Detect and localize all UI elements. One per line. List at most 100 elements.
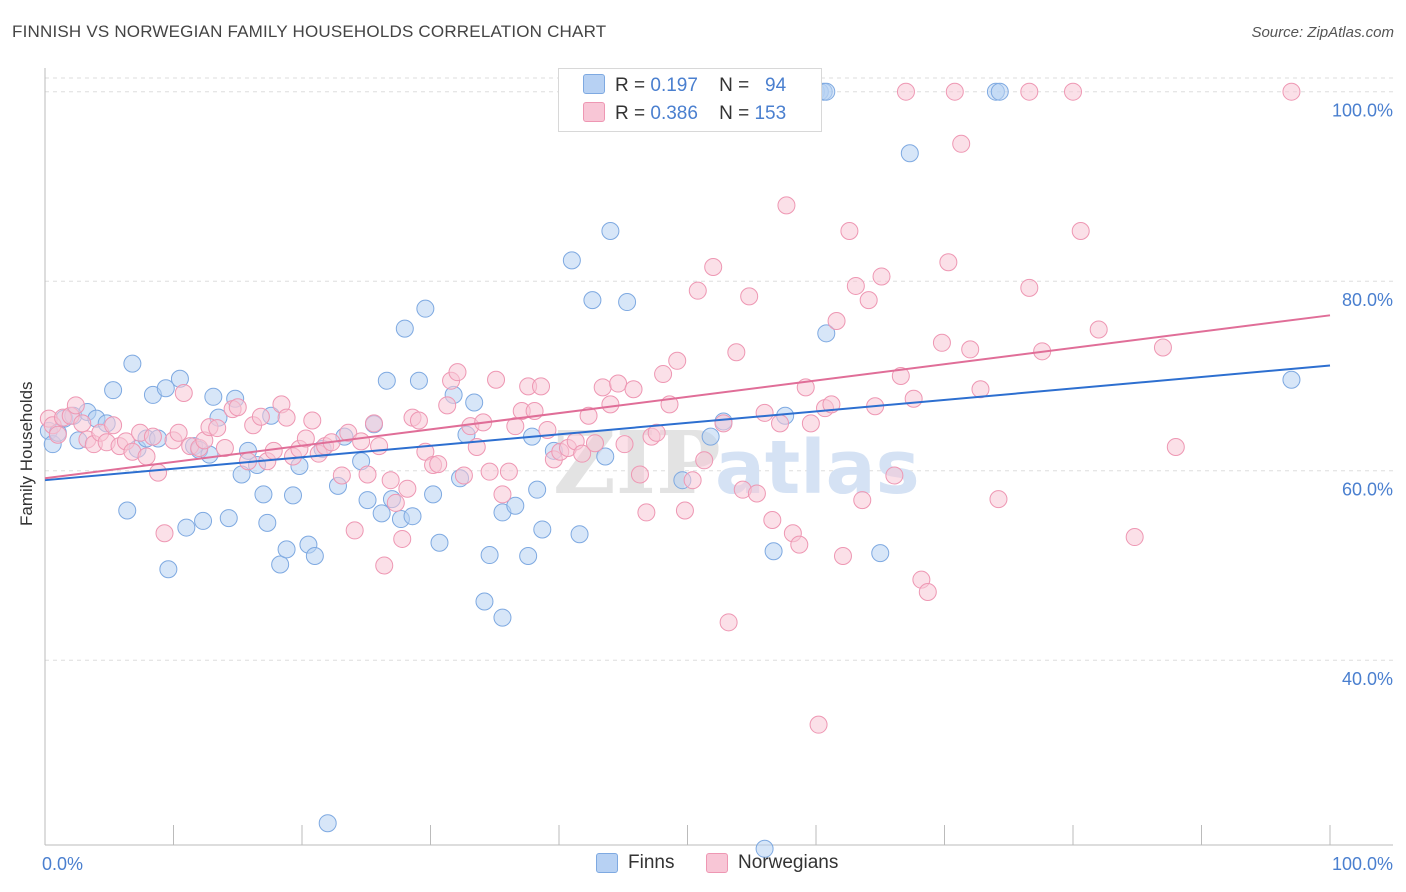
finns-point — [1282, 370, 1301, 389]
norwegians-point — [137, 447, 156, 466]
norwegians-point — [386, 493, 405, 512]
y-tick-label: 40.0% — [1342, 669, 1393, 689]
norwegians-point — [499, 462, 518, 481]
finns-point — [900, 144, 919, 163]
norwegians-point — [1166, 438, 1185, 457]
finns-point — [403, 507, 422, 526]
finns-n-label: N = — [719, 75, 750, 96]
norwegians-points — [39, 82, 1301, 734]
y-tick-label: 80.0% — [1342, 290, 1393, 310]
norwegians-point — [393, 529, 412, 548]
norwegians-point — [480, 462, 499, 481]
finns-point — [601, 221, 620, 240]
norwegians-point — [358, 465, 377, 484]
finns-point — [570, 525, 589, 544]
watermark-zip: ZIP — [553, 413, 721, 514]
finns-point — [583, 291, 602, 310]
norwegians-point — [952, 134, 971, 153]
legend-row-finns: R = 0.197 N = 94 — [583, 74, 786, 98]
norwegians-point — [777, 196, 796, 215]
norwegians-point — [989, 490, 1008, 509]
norwegians-point — [755, 403, 774, 422]
finns-r-value: 0.197 — [650, 75, 698, 96]
finns-point — [562, 251, 581, 270]
norwegians-point — [1064, 82, 1082, 101]
finns-point — [372, 504, 391, 523]
norwegians-point — [277, 408, 296, 427]
norwegians-point — [438, 396, 457, 415]
norwegians-point — [1020, 278, 1039, 297]
norwegians-point — [228, 398, 247, 417]
norwegians-point — [409, 411, 428, 430]
norwegians-point — [647, 423, 666, 442]
norwegians-point — [809, 715, 828, 734]
finns-swatch — [583, 74, 605, 94]
finns-point — [254, 485, 273, 504]
finns-point — [817, 324, 836, 343]
norwegians-point — [833, 546, 852, 565]
finns-point — [194, 511, 213, 530]
norwegians-point — [339, 423, 358, 442]
norwegians-point — [1125, 528, 1144, 547]
norwegians-point — [296, 429, 315, 448]
norwegians-point — [891, 366, 910, 385]
finns-legend-swatch — [596, 853, 618, 873]
norwegians-point — [840, 221, 859, 240]
finns-point — [258, 513, 277, 532]
norwegians-point — [801, 414, 820, 433]
finns-point — [493, 608, 512, 627]
norwegians-point — [251, 407, 270, 426]
source-label: Source: ZipAtlas.com — [1251, 24, 1394, 41]
norwegians-point — [579, 406, 598, 425]
norwegians-point — [932, 333, 951, 352]
bottom-legend-finns: Finns — [596, 852, 674, 874]
norwegians-point — [853, 491, 872, 510]
norwegians-point — [493, 485, 512, 504]
norwegians-point — [683, 471, 702, 490]
finns-point — [377, 371, 396, 390]
norwegians-point — [66, 396, 85, 415]
finns-point — [528, 480, 547, 499]
norwegians-point — [143, 427, 162, 446]
y-tick-label: 100.0% — [1332, 101, 1393, 121]
norwegians-point — [885, 466, 904, 485]
finns-point — [177, 518, 196, 537]
norwegians-point — [668, 351, 687, 370]
norwegians-point — [961, 340, 980, 359]
finns-point — [271, 555, 290, 574]
finns-legend-label: Finns — [628, 852, 675, 873]
finns-point — [204, 387, 223, 406]
finns-point — [506, 496, 525, 515]
x-tick-label-end: 100.0% — [1332, 854, 1393, 874]
norwegians-point — [747, 484, 766, 503]
norwegians-point — [73, 414, 92, 433]
norwegians-point — [345, 521, 364, 540]
trend-lines — [44, 314, 1331, 482]
norwegians-point — [727, 343, 746, 362]
norwegians-point — [532, 377, 551, 396]
finns-point — [871, 544, 890, 563]
finns-point — [430, 533, 449, 552]
axes — [44, 68, 1393, 846]
norwegians-point — [872, 267, 891, 286]
finns-point — [159, 560, 178, 579]
tick-labels: 40.0% 60.0% 80.0% 100.0% 0.0% 100.0% — [42, 101, 1393, 874]
norwegians-point — [637, 503, 656, 522]
finns-point — [318, 814, 337, 833]
norwegians-point — [601, 395, 620, 414]
norwegians-point — [573, 444, 592, 463]
finns-point — [123, 354, 142, 373]
norwegians-point — [1020, 82, 1039, 101]
watermark: ZIP atlas — [553, 413, 920, 514]
finns-point — [755, 839, 774, 858]
norwegians-point — [859, 291, 878, 310]
finns-point — [104, 381, 123, 400]
finns-point — [277, 540, 296, 559]
norwegians-point — [104, 416, 123, 435]
norwegians-point — [675, 501, 694, 520]
norwegians-point — [904, 389, 923, 408]
finns-point — [416, 299, 435, 318]
y-axis-label: Family Households — [17, 381, 36, 526]
finns-point — [618, 293, 637, 312]
finns-point — [156, 379, 175, 398]
